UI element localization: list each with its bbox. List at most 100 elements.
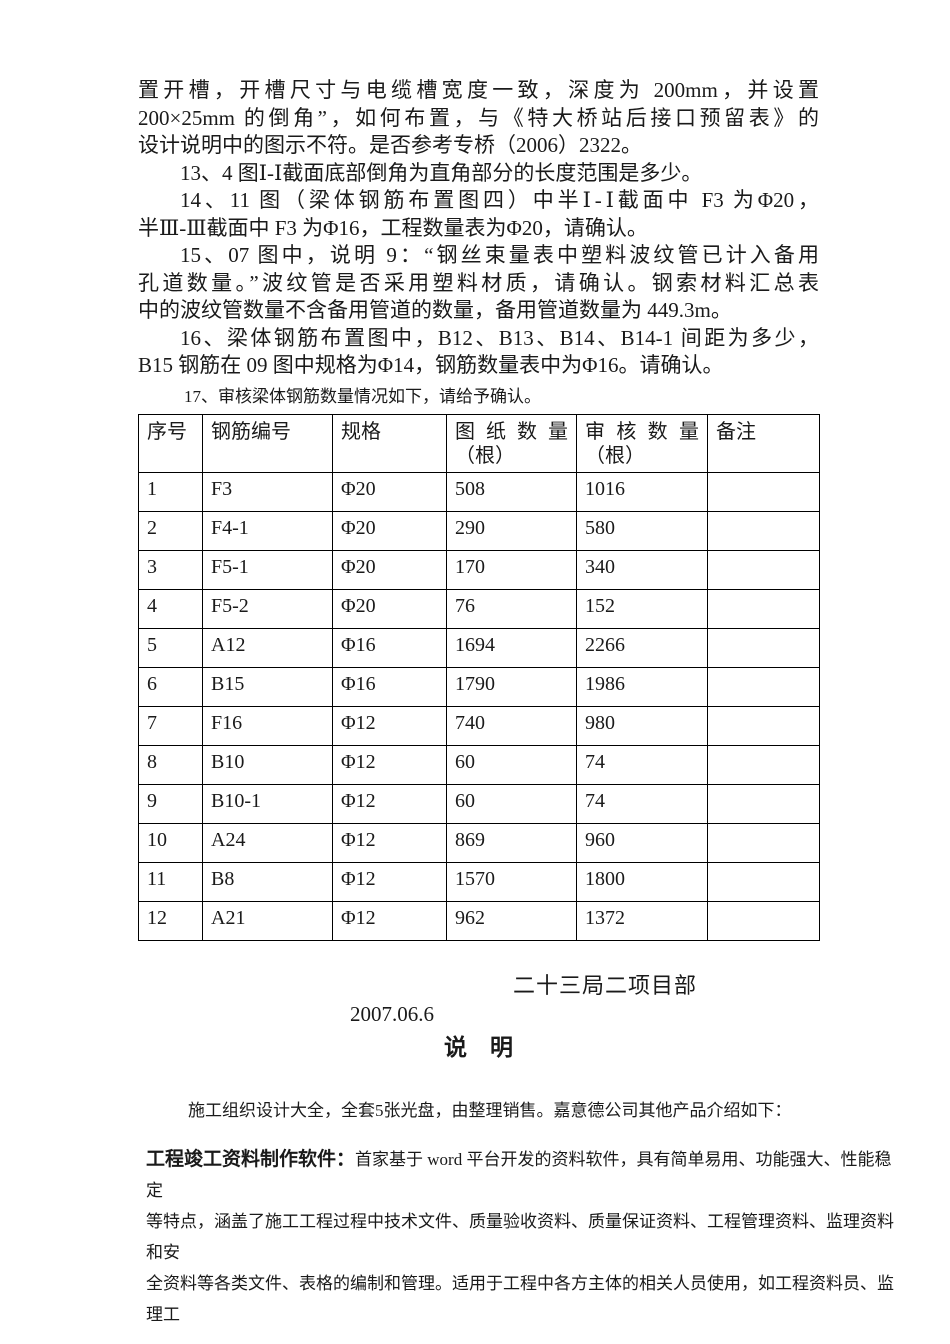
table-cell: 152 bbox=[576, 588, 708, 629]
header-label: 备注 bbox=[716, 420, 756, 443]
table-cell: 1372 bbox=[576, 900, 708, 941]
table-cell: Φ12 bbox=[332, 822, 447, 863]
table-row: 9 B10-1 Φ12 60 74 bbox=[138, 783, 820, 824]
paragraph-line: 设计说明中的图示不符。是否参考专桥（2006）2322。 bbox=[138, 133, 642, 157]
table-cell: 10 bbox=[138, 822, 203, 863]
paragraph-line: 置开槽，开槽尺寸与电缆槽宽度一致，深度为 200mm，并设置 bbox=[138, 78, 819, 102]
header-label: 序号 bbox=[147, 420, 187, 443]
table-cell: 9 bbox=[138, 783, 203, 824]
table-cell: 2266 bbox=[576, 627, 708, 668]
table-header-row: 序号 钢筋编号 规格 图纸数量 （根） 审核数量 （根） 备注 bbox=[138, 413, 820, 473]
table-cell: F3 bbox=[202, 471, 333, 512]
signature-date: 2007.06.6 bbox=[350, 1002, 434, 1026]
table-intro: 17、审核梁体钢筋数量情况如下，请给予确认。 bbox=[184, 386, 541, 406]
table-header-cell: 审核数量 （根） bbox=[576, 413, 708, 473]
table-cell: 1790 bbox=[446, 666, 577, 707]
table-cell: 1694 bbox=[446, 627, 577, 668]
table-row: 11 B8 Φ12 1570 1800 bbox=[138, 861, 820, 902]
paragraph-line: 14、11 图（梁体钢筋布置图四）中半Ⅰ-Ⅰ截面中 F3 为Φ20， bbox=[180, 188, 819, 212]
table-cell: 2 bbox=[138, 510, 203, 551]
table-cell: Φ20 bbox=[332, 510, 447, 551]
table-cell bbox=[707, 783, 820, 824]
table-cell: Φ12 bbox=[332, 861, 447, 902]
header-label: 图纸数量 bbox=[455, 420, 568, 443]
table-cell bbox=[707, 627, 820, 668]
promo-section: 施工组织设计大全，全套5张光盘，由整理销售。嘉意德公司其他产品介绍如下： 工程竣… bbox=[146, 1099, 894, 1330]
table-cell: 1 bbox=[138, 471, 203, 512]
table-cell bbox=[707, 900, 820, 941]
table-cell: 1800 bbox=[576, 861, 708, 902]
table-cell: 1016 bbox=[576, 471, 708, 512]
description-text: 首家基于 word 平台开发的资料软件，具有简单易用、功能强大、性能稳定 bbox=[146, 1150, 892, 1200]
table-cell: Φ12 bbox=[332, 705, 447, 746]
table-cell: 340 bbox=[576, 549, 708, 590]
table-cell: B10-1 bbox=[202, 783, 333, 824]
rebar-quantity-table: 序号 钢筋编号 规格 图纸数量 （根） 审核数量 （根） 备注 bbox=[138, 413, 820, 941]
table-cell bbox=[707, 471, 820, 512]
table-cell bbox=[707, 861, 820, 902]
table-cell: Φ12 bbox=[332, 783, 447, 824]
table-cell: 5 bbox=[138, 627, 203, 668]
table-row: 7 F16 Φ12 740 980 bbox=[138, 705, 820, 746]
signature-org: 二十三局二项目部 bbox=[513, 973, 698, 998]
table-cell: Φ16 bbox=[332, 666, 447, 707]
paragraph-line: 13、4 图Ⅰ-Ⅰ截面底部倒角为直角部分的长度范围是多少。 bbox=[180, 160, 703, 185]
section-heading: 说 明 bbox=[444, 1035, 513, 1060]
table-cell bbox=[707, 744, 820, 785]
promo-intro: 施工组织设计大全，全套5张光盘，由整理销售。嘉意德公司其他产品介绍如下： bbox=[188, 1101, 792, 1120]
table-cell: Φ12 bbox=[332, 744, 447, 785]
table-cell: 1570 bbox=[446, 861, 577, 902]
table-cell: 8 bbox=[138, 744, 203, 785]
paragraph-line: 孔道数量。”波纹管是否采用塑料材质，请确认。钢索材料汇总表 bbox=[138, 270, 819, 295]
table-cell: 60 bbox=[446, 744, 577, 785]
table-cell: 76 bbox=[446, 588, 577, 629]
table-cell: 6 bbox=[138, 666, 203, 707]
paragraph-line: 15、07 图中，说明 9：“钢丝束量表中塑料波纹管已计入备用 bbox=[180, 243, 819, 267]
header-label: 钢筋编号 bbox=[211, 420, 291, 443]
question-paragraphs: 置开槽，开槽尺寸与电缆槽宽度一致，深度为 200mm，并设置 200×25mm … bbox=[138, 77, 819, 380]
header-label: 审核数量 bbox=[585, 420, 699, 443]
table-cell: 74 bbox=[576, 783, 708, 824]
table-cell: 508 bbox=[446, 471, 577, 512]
table-cell: 290 bbox=[446, 510, 577, 551]
table-cell: 580 bbox=[576, 510, 708, 551]
paragraph-line: B15 钢筋在 09 图中规格为Φ14，钢筋数量表中为Φ16。请确认。 bbox=[138, 353, 724, 377]
table-cell: B8 bbox=[202, 861, 333, 902]
table-cell: Φ12 bbox=[332, 900, 447, 941]
table-cell bbox=[707, 822, 820, 863]
description-line: 全资料等各类文件、表格的编制和管理。适用于工程中各方主体的相关人员使用，如工程资… bbox=[146, 1274, 894, 1324]
rebar-table-body: 1 F3 Φ20 508 1016 2 F4-1 Φ20 290 580 3 F5-1 Φ20 170 34… bbox=[138, 471, 820, 941]
table-cell: F5-1 bbox=[202, 549, 333, 590]
table-header-cell: 规格 bbox=[332, 413, 447, 473]
table-cell: A21 bbox=[202, 900, 333, 941]
table-cell: 60 bbox=[446, 783, 577, 824]
table-cell: 7 bbox=[138, 705, 203, 746]
table-cell: 980 bbox=[576, 705, 708, 746]
table-cell: A24 bbox=[202, 822, 333, 863]
table-row: 5 A12 Φ16 1694 2266 bbox=[138, 627, 820, 668]
table-cell: 74 bbox=[576, 744, 708, 785]
table-cell: F16 bbox=[202, 705, 333, 746]
product-description: 工程竣工资料制作软件：首家基于 word 平台开发的资料软件，具有简单易用、功能… bbox=[146, 1144, 894, 1330]
table-cell: Φ20 bbox=[332, 471, 447, 512]
table-cell: F5-2 bbox=[202, 588, 333, 629]
paragraph-line: 中的波纹管数量不含备用管道的数量，备用管道数量为 449.3m。 bbox=[138, 298, 732, 322]
table-cell: A12 bbox=[202, 627, 333, 668]
table-cell: 1986 bbox=[576, 666, 708, 707]
description-line: 工程竣工资料制作软件：首家基于 word 平台开发的资料软件，具有简单易用、功能… bbox=[146, 1144, 894, 1206]
table-cell: Φ20 bbox=[332, 588, 447, 629]
header-label: 规格 bbox=[341, 420, 381, 443]
description-line: 等特点，涵盖了施工工程过程中技术文件、质量验收资料、质量保证资料、工程管理资料、… bbox=[146, 1212, 894, 1262]
table-row: 1 F3 Φ20 508 1016 bbox=[138, 471, 820, 512]
table-header-cell: 序号 bbox=[138, 413, 203, 473]
table-cell bbox=[707, 666, 820, 707]
main-content: 置开槽，开槽尺寸与电缆槽宽度一致，深度为 200mm，并设置 200×25mm … bbox=[138, 77, 820, 941]
table-cell: 962 bbox=[446, 900, 577, 941]
table-row: 4 F5-2 Φ20 76 152 bbox=[138, 588, 820, 629]
table-cell: 869 bbox=[446, 822, 577, 863]
table-cell bbox=[707, 705, 820, 746]
header-unit: （根） bbox=[455, 444, 515, 467]
table-cell: 960 bbox=[576, 822, 708, 863]
table-cell: 740 bbox=[446, 705, 577, 746]
table-cell: 11 bbox=[138, 861, 203, 902]
